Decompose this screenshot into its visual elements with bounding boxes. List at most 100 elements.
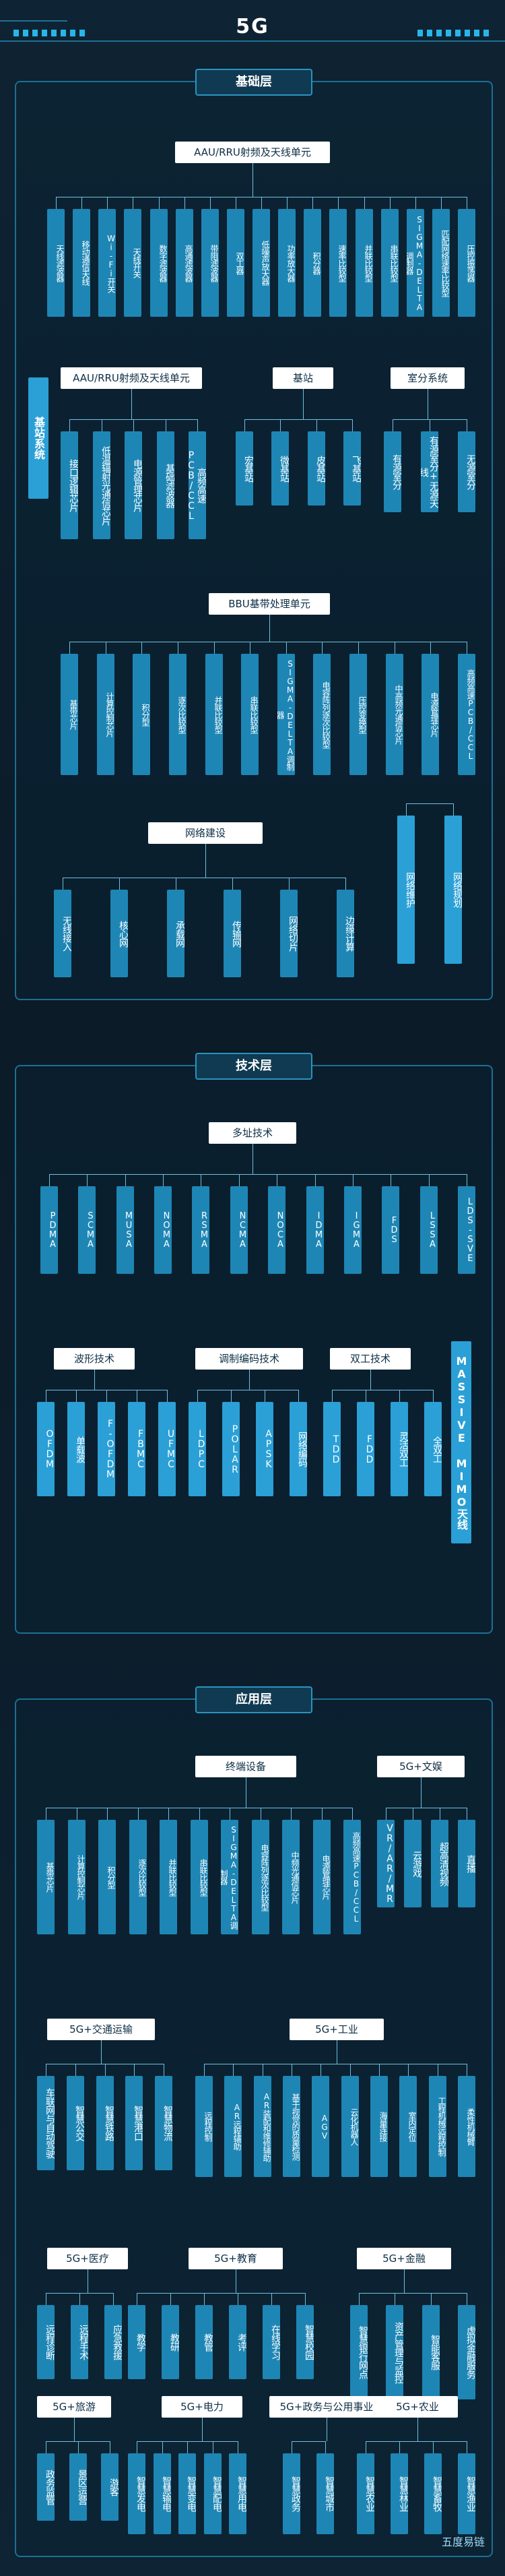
item-box: 智慧城市	[316, 2453, 334, 2534]
connector	[204, 2064, 205, 2076]
item-box: 远程诊断	[37, 2305, 55, 2379]
item-box: 智慧畜牧	[424, 2453, 442, 2534]
item-box: LDS-SVE	[458, 1186, 475, 1274]
item-box: 智能客服	[422, 2305, 440, 2399]
connector	[379, 2064, 380, 2076]
connector	[170, 2293, 171, 2305]
connector	[163, 1174, 164, 1186]
item-box: 云化机器人	[341, 2076, 359, 2177]
item-box: 匹配网络速率比较型	[432, 209, 450, 317]
item-box: 高频高速PCB/CCL	[458, 654, 475, 775]
connector	[399, 1390, 400, 1402]
group-label: 5G+教育	[189, 2248, 283, 2269]
item-box: SCMA	[78, 1186, 96, 1274]
item-box: 智慧发电	[128, 2453, 145, 2534]
connector	[359, 2293, 467, 2294]
connector	[74, 2418, 75, 2441]
item-box: 车联网与自动驾驶	[37, 2076, 55, 2170]
item-box: 皮基站	[308, 431, 325, 505]
connector	[433, 2441, 434, 2453]
connector	[184, 197, 185, 209]
item-box: 天线开关	[124, 209, 141, 317]
item-box: 智慧公交	[67, 2076, 84, 2170]
item-box: 压控振荡器	[458, 209, 475, 317]
group-label: 终端设备	[195, 1756, 296, 1777]
item-box: 高频高速PCB/CCL	[189, 431, 206, 539]
connector	[69, 419, 70, 431]
connector	[94, 1370, 95, 1390]
connector	[408, 2064, 409, 2076]
item-box: 无线接入	[54, 890, 71, 977]
group-label: 5G+文娱	[377, 1756, 465, 1777]
item-box: 边缘计算	[337, 890, 354, 977]
item-box: 电源管理芯片	[422, 654, 439, 775]
item-box: 有源室分+无源天线	[421, 431, 438, 512]
item-box: 政务监管	[37, 2453, 55, 2521]
connector	[370, 1370, 371, 1390]
group-label: 调制编码技术	[195, 1348, 303, 1370]
group-label: 5G+农业	[377, 2396, 458, 2418]
connector	[252, 163, 253, 197]
connector	[289, 878, 290, 890]
connector	[441, 197, 442, 209]
connector	[197, 419, 198, 431]
connector	[162, 2441, 163, 2453]
item-box: 计算控制芯片	[97, 654, 114, 775]
item-box: 低温辐射光通信芯片	[93, 431, 110, 539]
item-box: 双工器	[227, 209, 244, 317]
header-bar-left	[0, 20, 67, 39]
item-box: VR/AR/MR	[377, 1820, 395, 1907]
item-box: 天线滤波器	[47, 209, 65, 317]
item-box: 海量连接	[370, 2076, 388, 2177]
item-box: 智慧铁路	[96, 2076, 114, 2170]
connector	[244, 419, 245, 431]
item-box: 网络维护	[397, 816, 415, 964]
group-label: 基站	[273, 367, 333, 389]
connector	[231, 1390, 232, 1402]
item-box: LDPC	[189, 1402, 206, 1496]
item-box: 基于视觉的质量检测	[283, 2076, 300, 2177]
item-box: 网络切片	[280, 890, 298, 977]
item-box: 基础滤波器	[157, 431, 174, 539]
connector	[244, 419, 352, 420]
connector	[353, 1174, 354, 1186]
connector	[106, 1390, 107, 1402]
item-box: 带阻滤波器	[201, 209, 219, 317]
item-box: 工程机械远程控制	[429, 2076, 446, 2177]
connector	[429, 1174, 430, 1186]
watermark: 五度易链	[441, 2536, 485, 2548]
item-box: 应急救援	[104, 2305, 122, 2379]
connector	[431, 2293, 432, 2305]
connector	[187, 2441, 188, 2453]
item-box: APSK	[256, 1402, 273, 1496]
header-stripe-right	[417, 30, 492, 36]
item-box: 承载网	[167, 890, 184, 977]
group-label: 室分系统	[391, 367, 465, 389]
item-box: AR远程辅助	[224, 2076, 242, 2177]
item-box: 智慧政务	[283, 2453, 300, 2534]
item-box: 教管	[195, 2305, 213, 2379]
item-box: 高通滤波器	[176, 209, 193, 317]
connector	[138, 1808, 139, 1820]
connector	[204, 2293, 205, 2305]
item-box: 并联比较型	[160, 1820, 177, 1934]
item-box: POLAR	[222, 1402, 240, 1496]
page-title: 5G	[236, 15, 269, 38]
connector	[202, 2418, 203, 2441]
connector	[364, 197, 365, 209]
connector	[199, 1808, 200, 1820]
connector	[352, 419, 353, 431]
item-box: 电源管理芯片	[313, 1820, 331, 1934]
connector	[125, 1174, 126, 1186]
connector	[352, 1808, 353, 1820]
item-box: 资产管理与监控	[386, 2305, 403, 2399]
item-box: LSSA	[420, 1186, 438, 1274]
connector	[49, 1174, 467, 1175]
item-box: 基带芯片	[61, 654, 78, 775]
connector	[291, 1808, 292, 1820]
item-box: 智慧物流	[155, 2076, 172, 2170]
connector	[131, 389, 132, 419]
item-box: TDD	[323, 1402, 341, 1496]
connector	[167, 1390, 168, 1402]
item-box: Wi-Fi开关	[98, 209, 116, 317]
